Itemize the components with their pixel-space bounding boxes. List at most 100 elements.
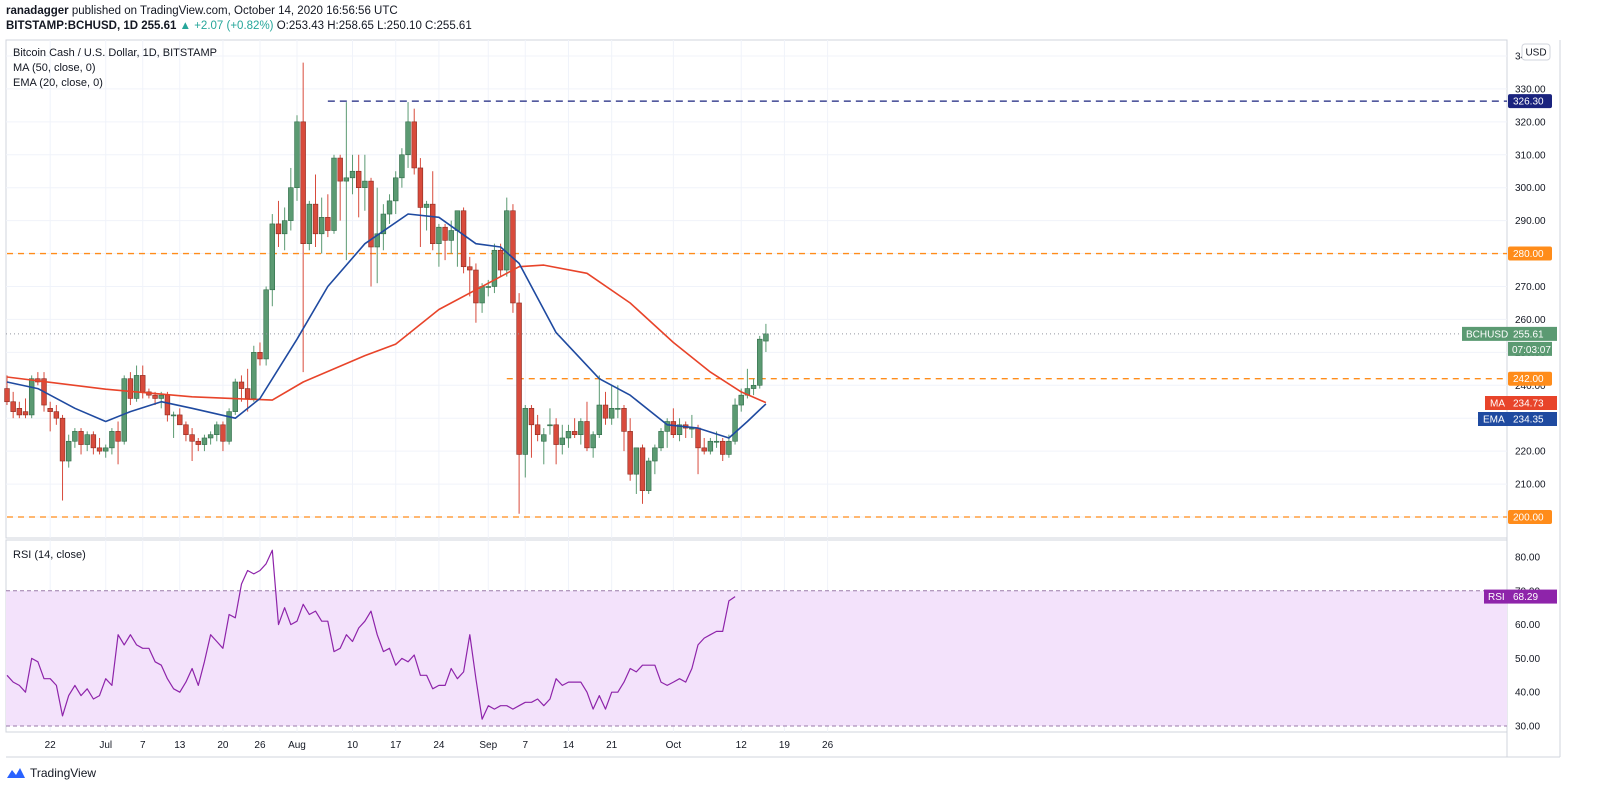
candle-2020-08-15[interactable] <box>380 204 387 251</box>
candle-2020-07-23[interactable] <box>238 375 245 402</box>
candle-2020-09-16[interactable] <box>578 418 584 445</box>
candle-2020-08-08[interactable] <box>337 154 343 221</box>
candle-2020-09-06[interactable] <box>516 293 522 514</box>
candle-2020-09-21[interactable] <box>608 385 615 425</box>
candle-2020-09-02[interactable] <box>491 243 498 294</box>
candle-2020-06-23[interactable] <box>53 405 60 425</box>
candle-2020-07-15[interactable] <box>189 428 195 462</box>
candle-2020-09-04[interactable] <box>504 197 510 277</box>
candle-2020-07-18[interactable] <box>207 431 214 445</box>
candle-2020-07-26[interactable] <box>257 342 263 366</box>
candle-2020-09-30[interactable] <box>664 418 670 448</box>
candle-2020-06-15[interactable] <box>4 375 10 406</box>
candle-2020-06-27[interactable] <box>78 428 84 455</box>
candle-2020-07-28[interactable] <box>269 214 276 307</box>
candle-2020-06-28[interactable] <box>84 431 90 452</box>
tradingview-logo-icon[interactable] <box>6 766 26 780</box>
ema20-line[interactable] <box>6 213 767 439</box>
candle-2020-07-19[interactable] <box>214 421 220 442</box>
candle-2020-07-03[interactable] <box>115 421 121 465</box>
candle-2020-08-06[interactable] <box>325 194 331 238</box>
candle-2020-09-20[interactable] <box>602 391 609 425</box>
candle-2020-08-01[interactable] <box>294 115 300 201</box>
candle-2020-08-28[interactable] <box>460 207 467 274</box>
candle-2020-08-23[interactable] <box>430 171 436 251</box>
candle-2020-09-27[interactable] <box>645 457 652 494</box>
candle-2020-09-14[interactable] <box>565 424 572 448</box>
candle-2020-09-09[interactable] <box>534 414 541 442</box>
candle-2020-08-09[interactable] <box>343 102 350 261</box>
candle-2020-09-10[interactable] <box>541 428 547 465</box>
candle-2020-08-02[interactable] <box>300 62 306 373</box>
candle-2020-08-18[interactable] <box>399 148 405 188</box>
candle-2020-09-26[interactable] <box>639 444 646 504</box>
candle-2020-10-15[interactable] <box>757 335 763 389</box>
candle-2020-09-18[interactable] <box>590 431 596 458</box>
candle-2020-06-22[interactable] <box>47 401 53 432</box>
candle-2020-06-30[interactable] <box>96 437 103 455</box>
candle-2020-07-06[interactable] <box>133 365 140 402</box>
candle-2020-10-14[interactable] <box>750 378 757 396</box>
candle-2020-06-16[interactable] <box>10 391 16 419</box>
candle-2020-07-30[interactable] <box>281 207 288 251</box>
candle-2020-06-18[interactable] <box>22 398 29 419</box>
candle-2020-08-12[interactable] <box>362 154 368 211</box>
candle-2020-06-24[interactable] <box>59 414 66 501</box>
candle-2020-10-11[interactable] <box>732 398 738 445</box>
ma50-line[interactable] <box>6 264 767 404</box>
price-pane[interactable] <box>5 39 1508 539</box>
candle-2020-08-17[interactable] <box>393 171 399 215</box>
candle-2020-08-11[interactable] <box>355 154 362 218</box>
candle-2020-08-19[interactable] <box>405 102 411 168</box>
candle-2020-09-22[interactable] <box>615 385 621 419</box>
candle-2020-07-01[interactable] <box>103 444 109 458</box>
candle-2020-09-17[interactable] <box>584 401 590 452</box>
candle-2020-09-15[interactable] <box>571 418 578 438</box>
candle-2020-06-26[interactable] <box>72 428 78 448</box>
candle-2020-09-11[interactable] <box>547 408 553 435</box>
candle-2020-07-13[interactable] <box>177 408 183 426</box>
candle-2020-10-07[interactable] <box>707 437 714 455</box>
candle-2020-07-05[interactable] <box>127 372 134 406</box>
candle-2020-08-20[interactable] <box>411 108 417 175</box>
candle-2020-09-23[interactable] <box>621 405 627 452</box>
candle-2020-07-16[interactable] <box>195 437 201 452</box>
candle-2020-08-21[interactable] <box>417 158 424 247</box>
candle-2020-08-25[interactable] <box>442 223 448 261</box>
candle-2020-10-09[interactable] <box>720 437 726 462</box>
candle-2020-06-17[interactable] <box>16 401 23 419</box>
candle-2020-06-29[interactable] <box>90 431 97 455</box>
candle-2020-07-22[interactable] <box>232 378 238 415</box>
candle-2020-08-13[interactable] <box>368 177 374 287</box>
candle-2020-08-05[interactable] <box>318 197 325 254</box>
candle-2020-07-31[interactable] <box>288 167 294 231</box>
candle-2020-07-14[interactable] <box>183 421 189 442</box>
candle-2020-07-25[interactable] <box>251 345 257 402</box>
candle-2020-09-28[interactable] <box>652 444 658 475</box>
candle-2020-07-29[interactable] <box>275 200 282 247</box>
candle-2020-09-25[interactable] <box>633 447 640 494</box>
candle-2020-06-19[interactable] <box>28 375 35 419</box>
candle-2020-08-16[interactable] <box>386 194 393 224</box>
candle-2020-08-07[interactable] <box>331 154 337 234</box>
candle-2020-09-08[interactable] <box>528 405 535 458</box>
candle-2020-08-29[interactable] <box>467 256 473 297</box>
candle-2020-09-13[interactable] <box>559 424 566 455</box>
candle-2020-09-03[interactable] <box>497 243 504 277</box>
publisher-name[interactable]: ranadagger <box>6 5 69 17</box>
rsi-line[interactable] <box>6 549 736 720</box>
candle-2020-10-16[interactable] <box>763 323 769 353</box>
candle-2020-09-29[interactable] <box>658 428 664 452</box>
candle-2020-07-21[interactable] <box>226 408 232 445</box>
candle-2020-08-30[interactable] <box>473 263 479 323</box>
candle-2020-06-25[interactable] <box>66 434 72 468</box>
candle-2020-09-07[interactable] <box>522 405 528 478</box>
footer-brand[interactable]: TradingView <box>30 766 97 780</box>
candle-2020-08-10[interactable] <box>349 154 356 195</box>
candle-2020-10-02[interactable] <box>676 418 683 442</box>
candle-2020-07-17[interactable] <box>201 434 208 452</box>
candle-2020-07-04[interactable] <box>121 375 127 445</box>
candle-2020-08-03[interactable] <box>306 200 313 251</box>
candle-2020-10-06[interactable] <box>701 437 707 455</box>
